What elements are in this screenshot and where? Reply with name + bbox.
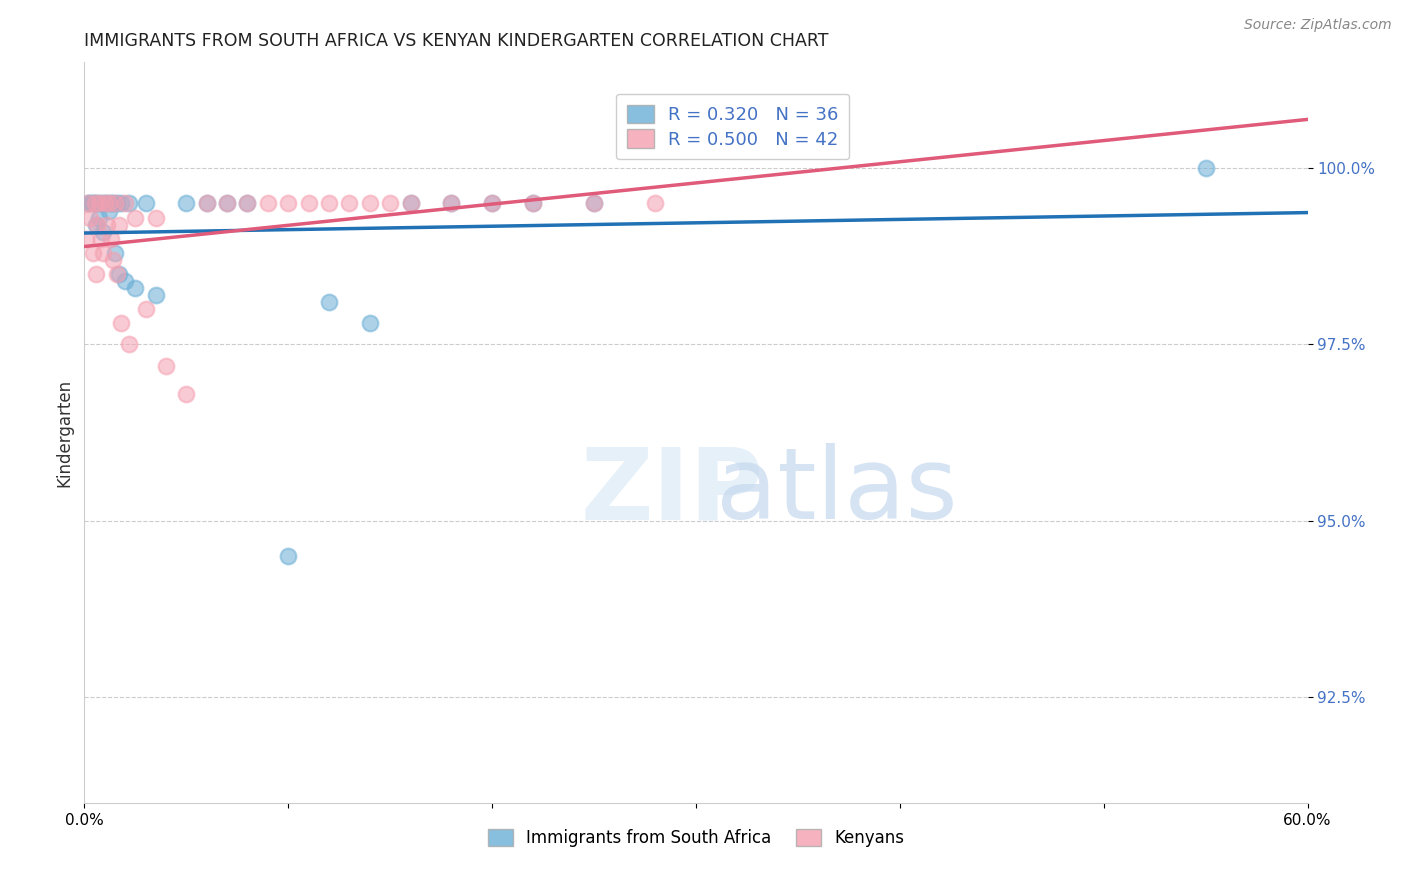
Point [135, 302, 157, 317]
Point [87, 211, 110, 225]
Point [583, 196, 606, 211]
Point [155, 359, 177, 373]
Point [174, 196, 197, 211]
Point [91, 225, 114, 239]
Point [583, 196, 606, 211]
Point [440, 196, 463, 211]
Point [108, 218, 131, 232]
Point [75, 232, 97, 246]
Point [118, 337, 141, 351]
Point [83, 196, 105, 211]
Point [440, 196, 463, 211]
Point [101, 252, 124, 267]
Point [84, 218, 107, 232]
Point [86, 196, 108, 211]
Point [318, 196, 340, 211]
Point [481, 196, 503, 211]
Point [522, 196, 544, 211]
Point [298, 196, 321, 211]
Point [644, 196, 666, 211]
Point [82, 196, 104, 211]
Point [77, 196, 100, 211]
Text: atlas: atlas [716, 443, 957, 541]
Point [100, 232, 122, 246]
Point [105, 196, 128, 211]
Point [108, 267, 131, 281]
Point [399, 196, 422, 211]
Point [79, 211, 101, 225]
Point [87, 196, 110, 211]
Point [97, 203, 120, 218]
Point [114, 196, 136, 211]
Point [97, 196, 120, 211]
Point [145, 288, 167, 302]
Point [195, 196, 218, 211]
Point [380, 196, 402, 211]
Point [104, 196, 127, 211]
Point [104, 245, 127, 260]
Point [277, 196, 299, 211]
Point [90, 196, 112, 211]
Y-axis label: Kindergarten: Kindergarten [55, 378, 73, 487]
Point [124, 281, 146, 295]
Point [91, 245, 114, 260]
Point [118, 196, 141, 211]
Point [217, 196, 239, 211]
Point [114, 274, 136, 288]
Point [90, 232, 112, 246]
Point [79, 196, 101, 211]
Point [93, 196, 115, 211]
Point [277, 549, 299, 563]
Point [257, 196, 280, 211]
Point [86, 218, 108, 232]
Point [110, 316, 132, 330]
Point [96, 218, 118, 232]
Point [124, 211, 146, 225]
Point [359, 196, 381, 211]
Point [399, 196, 422, 211]
Point [83, 196, 105, 211]
Point [217, 196, 239, 211]
Point [82, 245, 104, 260]
Point [135, 196, 157, 211]
Point [100, 196, 122, 211]
Point [77, 196, 100, 211]
Point [84, 267, 107, 281]
Point [93, 196, 115, 211]
Point [1195, 161, 1218, 176]
Point [318, 295, 340, 310]
Point [236, 196, 259, 211]
Point [174, 387, 197, 401]
Point [359, 316, 381, 330]
Legend: Immigrants from South Africa, Kenyans: Immigrants from South Africa, Kenyans [481, 822, 911, 854]
Point [110, 196, 132, 211]
Point [339, 196, 361, 211]
Point [522, 196, 544, 211]
Text: IMMIGRANTS FROM SOUTH AFRICA VS KENYAN KINDERGARTEN CORRELATION CHART: IMMIGRANTS FROM SOUTH AFRICA VS KENYAN K… [84, 32, 830, 50]
Point [195, 196, 218, 211]
Point [101, 196, 124, 211]
Point [96, 196, 118, 211]
Point [481, 196, 503, 211]
Point [236, 196, 259, 211]
Text: Source: ZipAtlas.com: Source: ZipAtlas.com [1244, 18, 1392, 32]
Text: ZIP: ZIP [581, 443, 763, 541]
Point [145, 211, 167, 225]
Point [105, 267, 128, 281]
